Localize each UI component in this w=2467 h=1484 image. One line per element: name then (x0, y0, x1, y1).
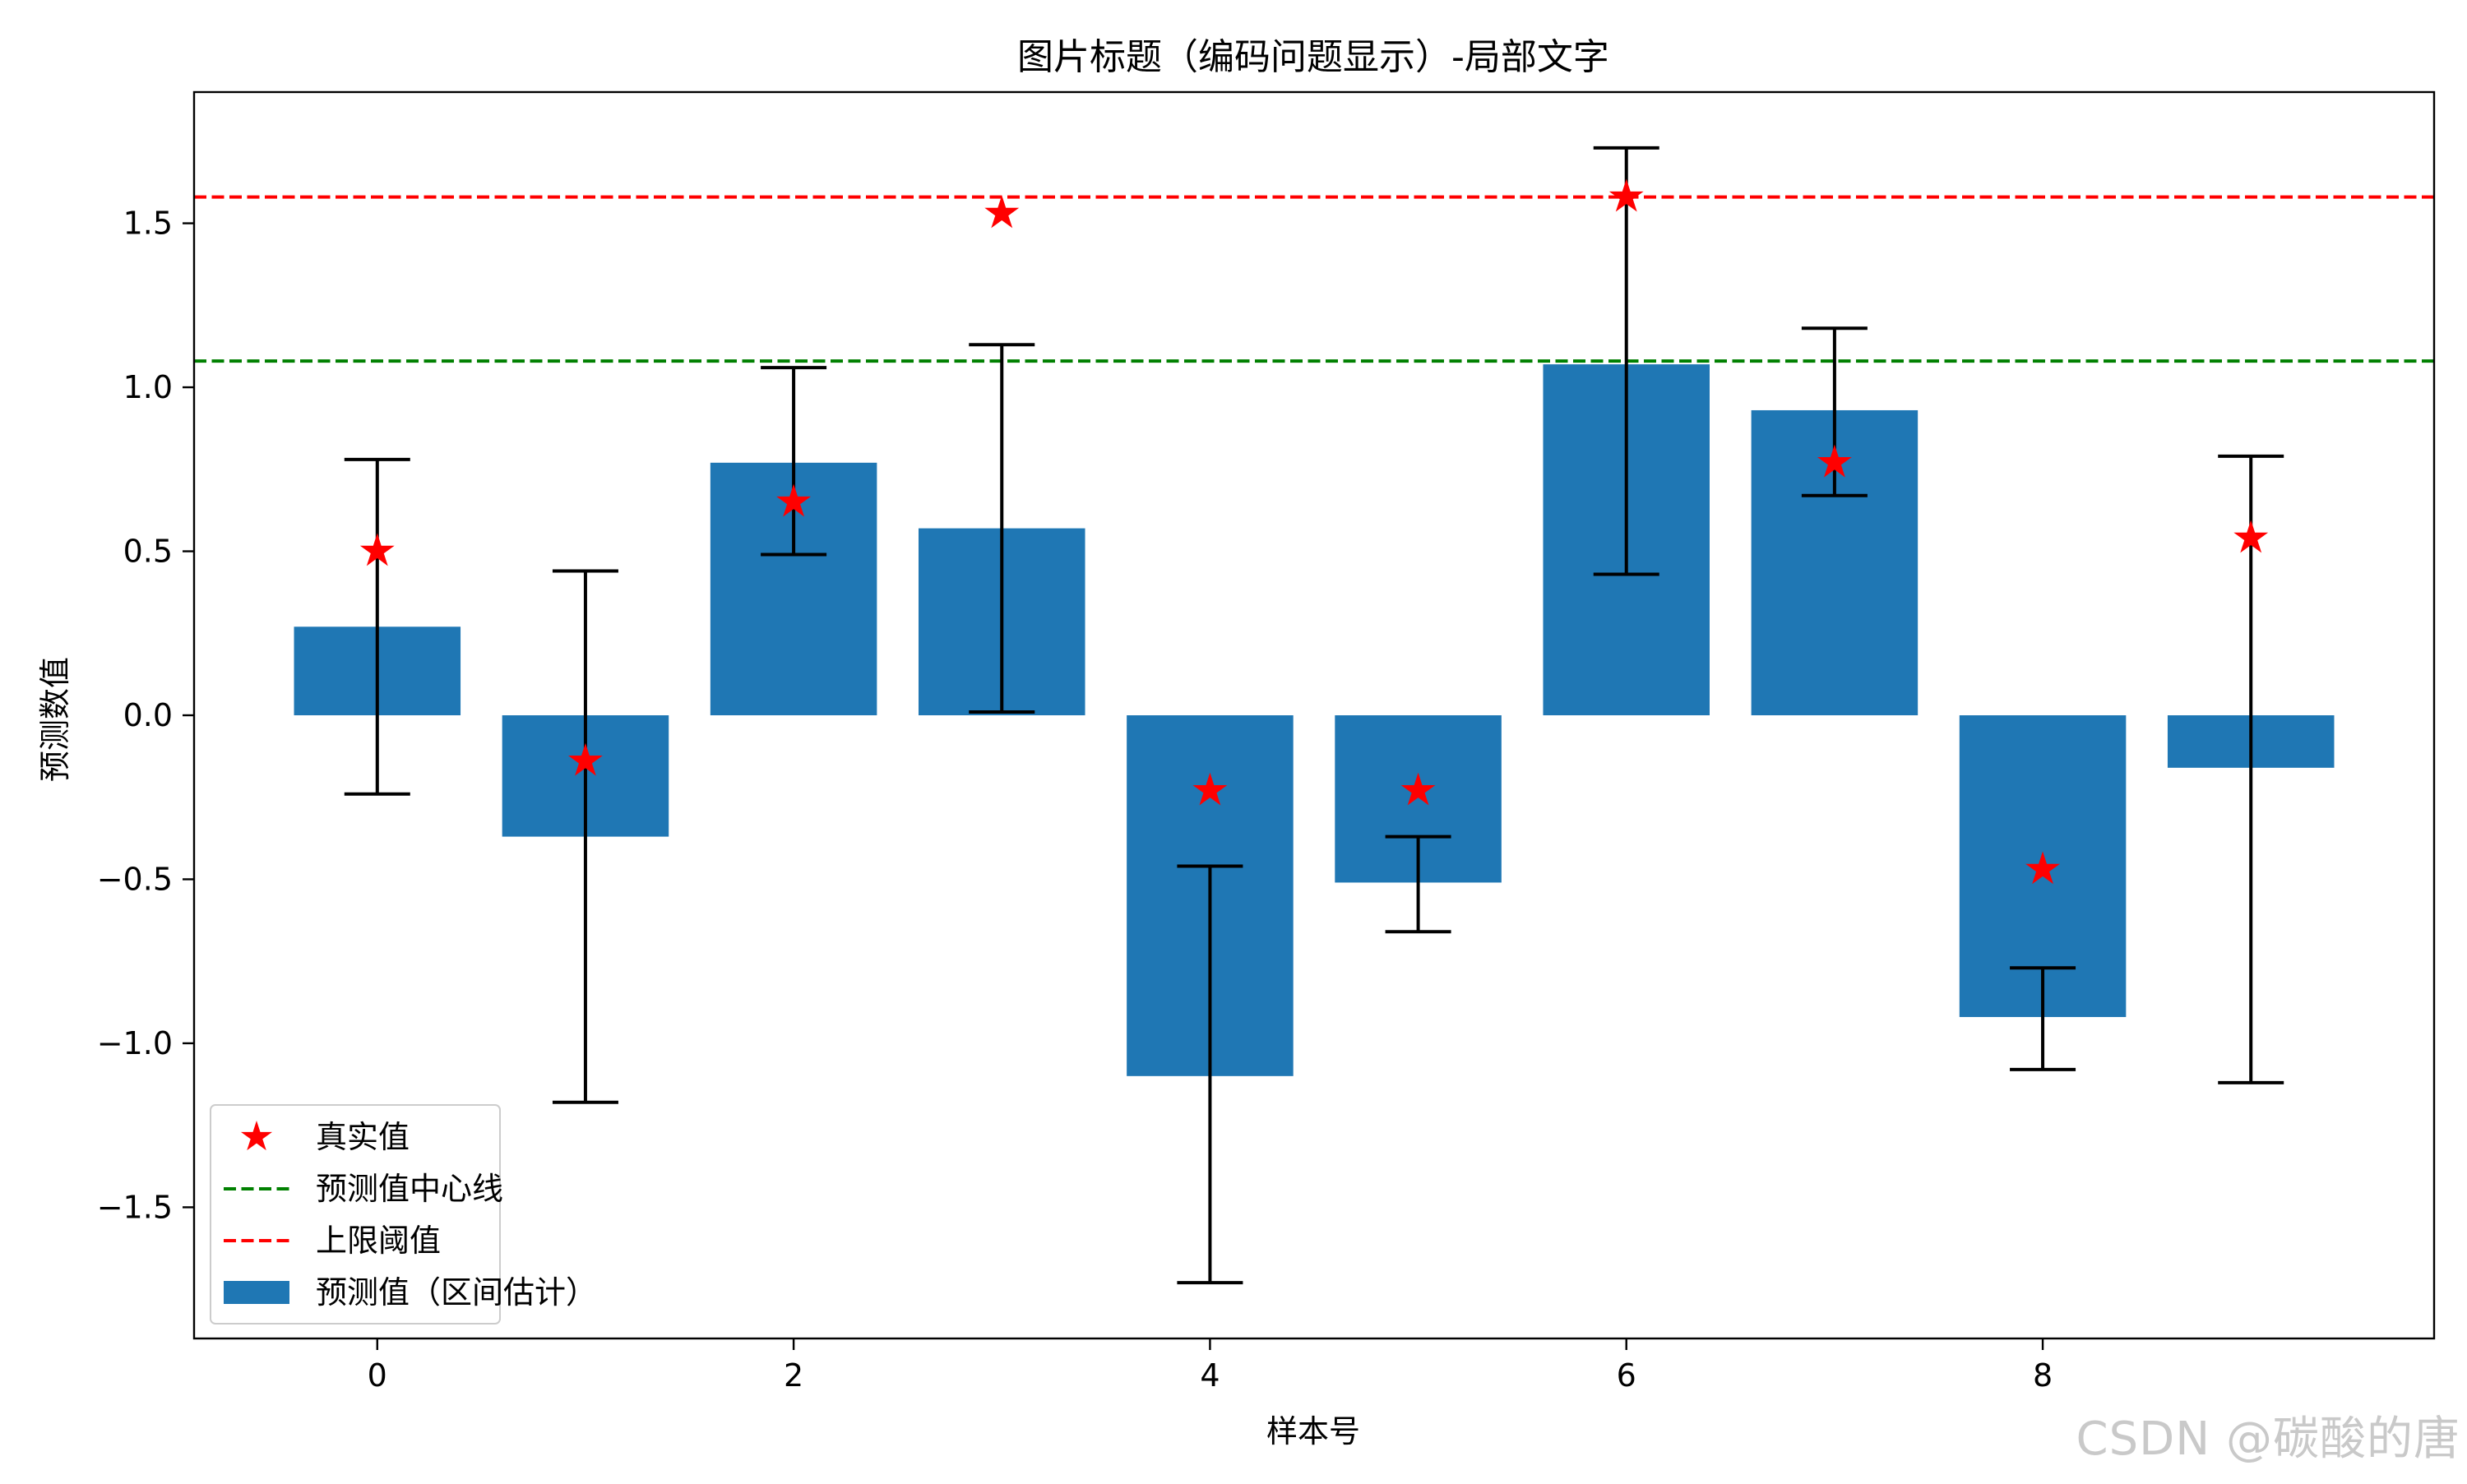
point-star-4 (1192, 772, 1228, 806)
point-star-5 (1400, 772, 1436, 806)
x-tick-label-4: 4 (1200, 1357, 1220, 1394)
legend-marker-bar (224, 1281, 289, 1304)
x-tick-label-0: 0 (368, 1357, 387, 1394)
point-star-6 (1608, 178, 1644, 212)
legend-label-0: 真实值 (316, 1119, 410, 1155)
point-star-3 (984, 195, 1020, 229)
y-tick-label-3: 0.0 (123, 697, 173, 733)
points-layer (359, 178, 2269, 885)
point-star-1 (568, 742, 603, 776)
legend-label-2: 上限阈值 (316, 1223, 441, 1259)
point-star-9 (2233, 520, 2269, 553)
legend-marker-star (240, 1121, 273, 1151)
point-star-0 (359, 533, 395, 566)
y-tick-label-6: 1.5 (123, 206, 173, 242)
y-tick-label-0: −1.5 (97, 1189, 173, 1225)
legend-label-1: 预测值中心线 (316, 1171, 503, 1207)
watermark: CSDN @碳酸的唐 (2076, 1412, 2460, 1466)
y-tick-label-1: −1.0 (97, 1025, 173, 1061)
y-axis-label: 预测数值 (37, 657, 73, 782)
y-tick-label-4: 0.5 (123, 534, 173, 570)
point-star-8 (2025, 851, 2060, 885)
legend-label-3: 预测值（区间估计） (316, 1274, 597, 1311)
y-axis-ticks: −1.5 −1.0 −0.5 0.0 0.5 1.0 1.5 (97, 206, 194, 1225)
x-tick-label-2: 2 (784, 1357, 803, 1394)
point-star-2 (776, 483, 812, 517)
point-star-7 (1817, 444, 1852, 478)
y-tick-label-2: −0.5 (97, 861, 173, 897)
x-axis-ticks: 0 2 4 6 8 (368, 1338, 2053, 1394)
y-tick-label-5: 1.0 (123, 369, 173, 405)
hlines-layer (194, 195, 2434, 363)
x-axis-label: 样本号 (1266, 1413, 1360, 1449)
x-tick-label-6: 6 (1617, 1357, 1636, 1394)
x-tick-label-8: 8 (2033, 1357, 2053, 1394)
chart-title: 图片标题（编码问题显示）-局部文字 (1017, 36, 1609, 78)
legend-box (210, 1104, 501, 1325)
